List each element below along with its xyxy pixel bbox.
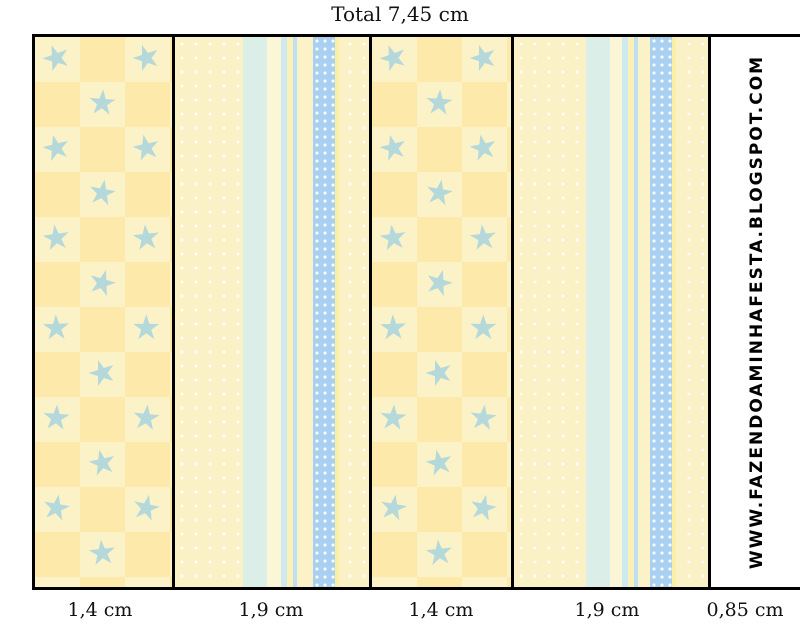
star-pattern-panel: ★ ★ ★ ★ ★ ★ ★ ★ ★ ★ ★ ★ ★ ★ ★ ★ ★ ★ — [35, 37, 174, 587]
star-icon: ★ — [372, 37, 415, 83]
yellow-stripe — [628, 37, 634, 587]
star-icon: ★ — [422, 81, 456, 125]
star-icon: ★ — [38, 216, 75, 260]
star-icon: ★ — [84, 531, 120, 575]
star-icon: ★ — [464, 125, 503, 171]
star-icon: ★ — [377, 307, 410, 349]
panel-divider — [369, 37, 372, 587]
star-icon: ★ — [419, 259, 460, 307]
stripe-pattern-panel — [514, 37, 708, 587]
star-icon: ★ — [125, 37, 167, 82]
dimension-label: 1,4 cm — [408, 599, 474, 621]
star-icon: ★ — [468, 308, 499, 348]
star-icon: ★ — [127, 485, 166, 531]
panel-divider — [511, 37, 514, 587]
mint-stripe — [243, 37, 267, 587]
star-icon: ★ — [465, 216, 501, 260]
star-grid: ★ ★ ★ ★ ★ ★ ★ ★ ★ ★ ★ ★ ★ ★ ★ ★ ★ ★ — [35, 37, 174, 587]
star-icon: ★ — [420, 440, 459, 486]
cream-stripe — [297, 37, 313, 587]
label-template: ★ ★ ★ ★ ★ ★ ★ ★ ★ ★ ★ ★ ★ ★ ★ ★ ★ ★ ★ ★ ★ ★ ★ ★ ★ ★ ★ ★ ★ ★ ★ ★ ★ ★ ★ ★ WW… — [32, 34, 800, 590]
yellow-stripe — [672, 37, 676, 587]
star-icon: ★ — [40, 307, 73, 349]
yellow-stripe — [287, 37, 293, 587]
star-icon: ★ — [462, 37, 504, 82]
dotted-blue-stripe — [650, 37, 672, 587]
star-icon: ★ — [83, 440, 122, 486]
light-blue-stripe — [293, 37, 297, 587]
stripe-pattern-panel — [175, 37, 369, 587]
brand-panel: WWW.FAZENDOAMINHAFESTA.BLOGSPOT.COM — [711, 37, 800, 587]
star-icon: ★ — [127, 125, 166, 171]
panel-divider — [708, 37, 711, 587]
dimension-label: 1,9 cm — [574, 599, 640, 621]
star-icon: ★ — [374, 485, 412, 531]
star-icon: ★ — [375, 216, 412, 260]
total-width-label: Total 7,45 cm — [331, 2, 469, 26]
star-icon: ★ — [418, 349, 460, 397]
star-icon: ★ — [35, 37, 78, 83]
star-icon: ★ — [128, 396, 164, 440]
dotted-blue-stripe — [313, 37, 335, 587]
blog-url-text: WWW.FAZENDOAMINHAFESTA.BLOGSPOT.COM — [747, 54, 767, 570]
yellow-stripe — [335, 37, 339, 587]
star-icon: ★ — [421, 531, 457, 575]
star-pattern-panel: ★ ★ ★ ★ ★ ★ ★ ★ ★ ★ ★ ★ ★ ★ ★ ★ ★ ★ — [372, 37, 511, 587]
pale-stripe — [610, 37, 622, 587]
star-grid: ★ ★ ★ ★ ★ ★ ★ ★ ★ ★ ★ ★ ★ ★ ★ ★ ★ ★ — [372, 37, 511, 587]
dimension-label: 1,9 cm — [238, 599, 304, 621]
star-icon: ★ — [83, 170, 121, 216]
light-blue-stripe — [622, 37, 628, 587]
pale-stripe — [267, 37, 281, 587]
star-icon: ★ — [82, 259, 123, 307]
star-icon: ★ — [36, 124, 76, 172]
star-icon: ★ — [373, 124, 413, 172]
star-icon: ★ — [131, 308, 162, 348]
star-icon: ★ — [128, 216, 164, 260]
cream-stripe — [638, 37, 650, 587]
star-icon: ★ — [81, 349, 123, 397]
light-blue-stripe — [281, 37, 287, 587]
panel-divider — [172, 37, 175, 587]
dimension-label: 0,85 cm — [706, 599, 784, 621]
star-icon: ★ — [465, 396, 501, 440]
star-icon: ★ — [39, 396, 73, 440]
dimension-label: 1,4 cm — [67, 599, 133, 621]
star-icon: ★ — [376, 396, 410, 440]
star-icon: ★ — [85, 81, 119, 125]
star-icon: ★ — [420, 170, 458, 216]
light-blue-stripe — [634, 37, 638, 587]
star-icon: ★ — [37, 485, 75, 531]
star-icon: ★ — [464, 485, 503, 531]
mint-stripe — [586, 37, 610, 587]
